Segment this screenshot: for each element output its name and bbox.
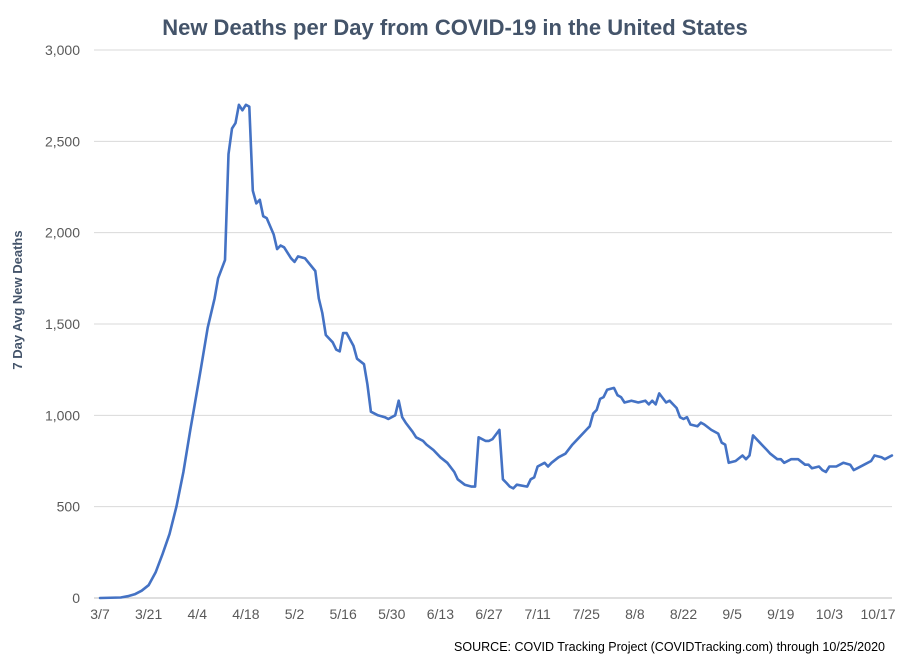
source-note: SOURCE: COVID Tracking Project (COVIDTra… (454, 640, 885, 654)
y-tick-label: 0 (72, 590, 80, 606)
y-tick-label: 2,000 (45, 225, 80, 241)
x-tick-label: 5/2 (285, 606, 305, 622)
series-layer (98, 103, 894, 600)
y-tick-label: 2,500 (45, 133, 80, 149)
x-axis-ticks: 3/7 3/21 4/4 4/18 5/2 5/16 5/30 6/13 6/27 7/11 7/2… (90, 606, 895, 622)
x-tick-label: 4/18 (232, 606, 259, 622)
x-tick-label: 10/3 (816, 606, 843, 622)
x-tick-label: 9/19 (767, 606, 794, 622)
x-tick-label: 6/27 (475, 606, 502, 622)
x-tick-label: 3/7 (90, 606, 110, 622)
x-tick-label: 7/25 (573, 606, 600, 622)
y-tick-label: 3,000 (45, 42, 80, 58)
x-tick-label: 8/22 (670, 606, 697, 622)
x-tick-label: 6/13 (427, 606, 454, 622)
x-tick-label: 10/17 (860, 606, 895, 622)
x-tick-label: 4/4 (188, 606, 208, 622)
x-tick-label: 3/21 (135, 606, 162, 622)
y-axis-label: 7 Day Avg New Deaths (10, 230, 25, 369)
y-tick-label: 1,500 (45, 316, 80, 332)
chart-title: New Deaths per Day from COVID-19 in the … (162, 15, 748, 40)
y-tick-label: 500 (57, 499, 81, 515)
x-tick-label: 9/5 (722, 606, 742, 622)
x-tick-label: 5/16 (330, 606, 357, 622)
y-axis-ticks: 0 500 1,000 1,500 2,000 2,500 3,000 (45, 42, 80, 606)
y-tick-label: 1,000 (45, 407, 80, 423)
x-tick-label: 7/11 (525, 606, 551, 622)
series-line (98, 103, 894, 600)
x-tick-label: 8/8 (625, 606, 645, 622)
x-tick-label: 5/30 (378, 606, 405, 622)
